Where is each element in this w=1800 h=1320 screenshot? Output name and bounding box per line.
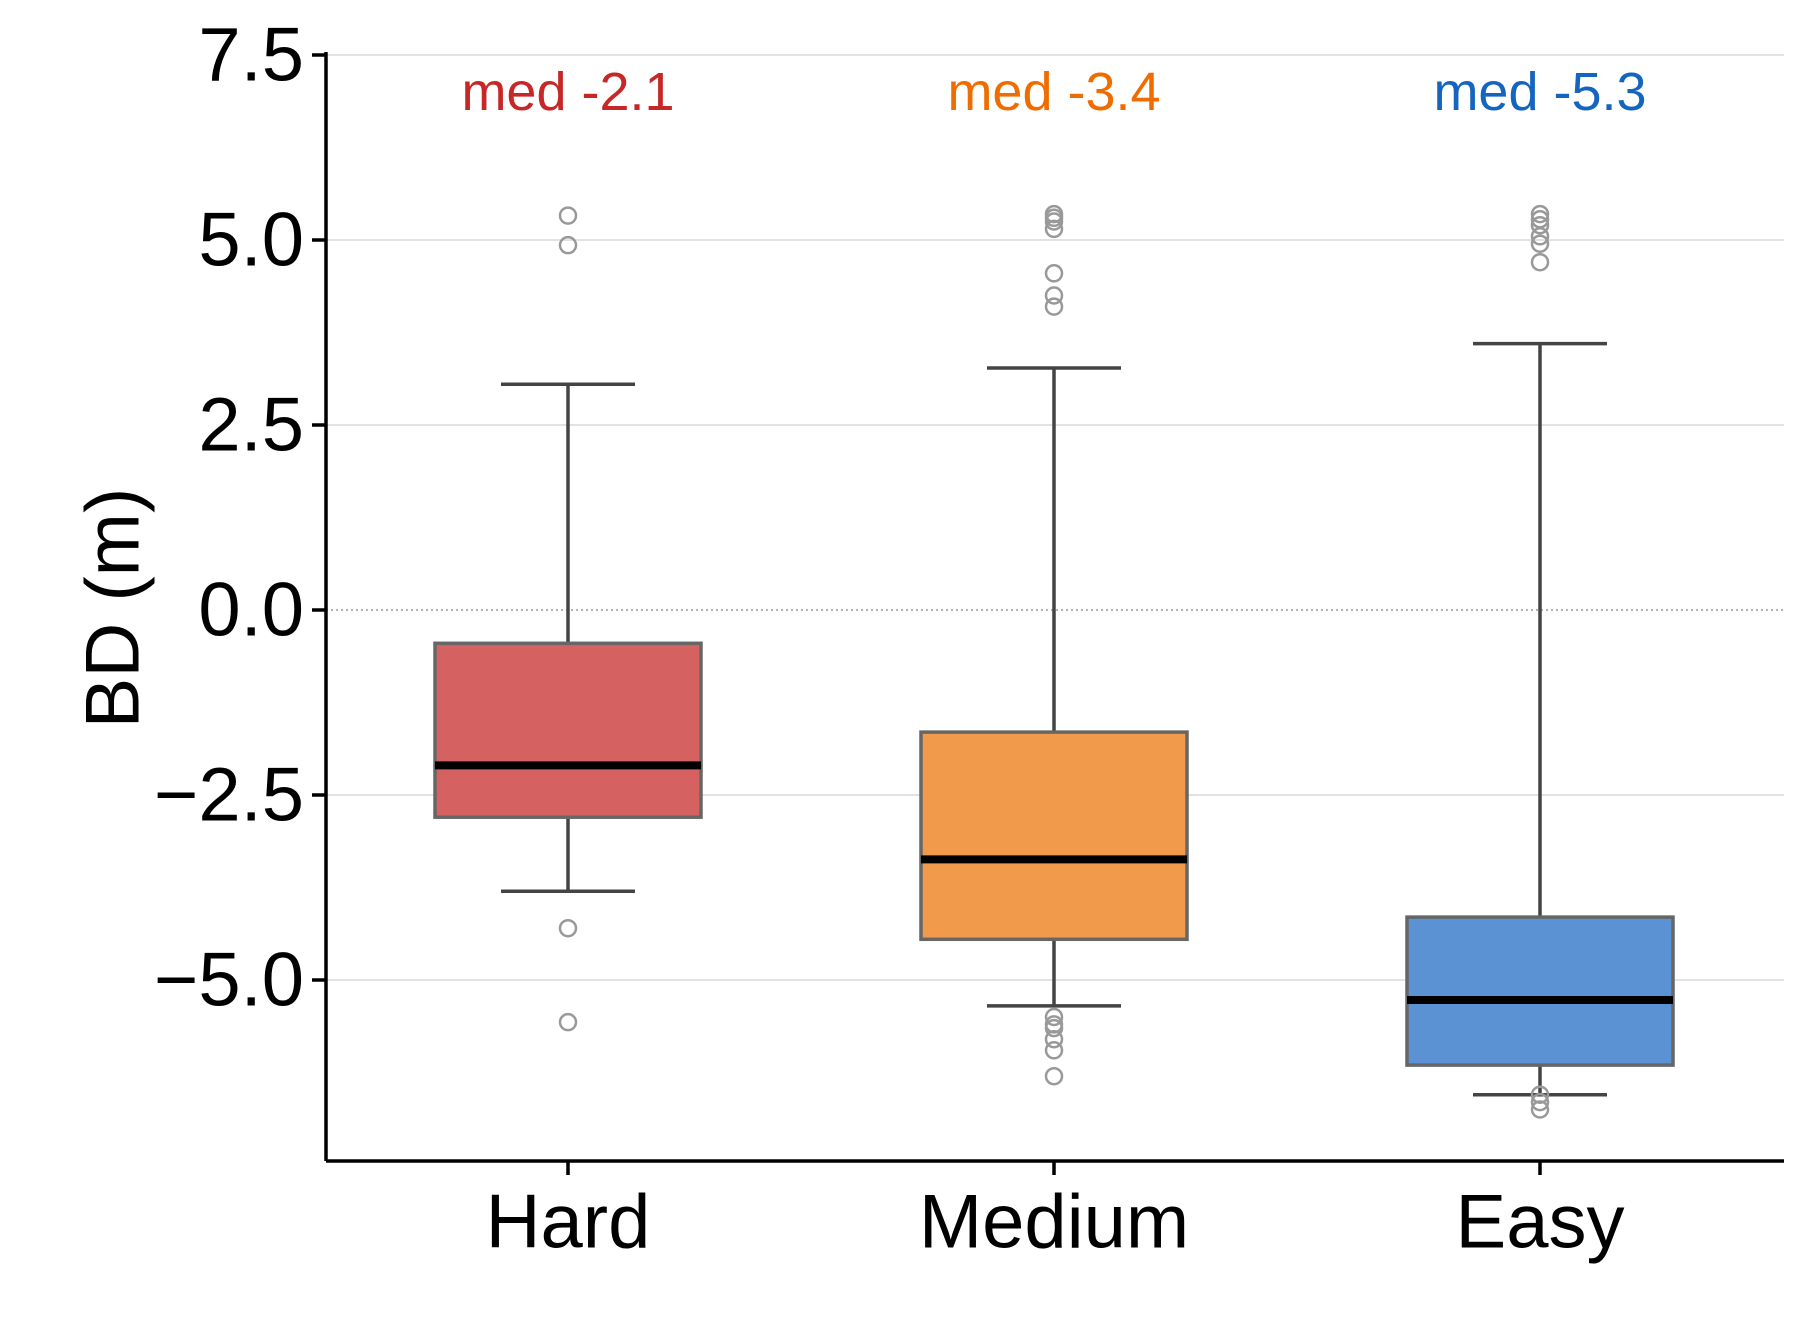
outlier-point bbox=[1044, 264, 1064, 283]
x-tick-label: Hard bbox=[486, 1180, 651, 1265]
outlier-point bbox=[1530, 204, 1550, 224]
box bbox=[919, 730, 1189, 942]
median-annotation: med -3.4 bbox=[947, 62, 1160, 122]
outlier-point bbox=[1530, 252, 1550, 272]
outlier-point bbox=[558, 206, 578, 225]
box-group-easy bbox=[1405, 204, 1675, 1119]
y-tick-label: 0.0 bbox=[198, 568, 304, 653]
outlier-point bbox=[1044, 1007, 1064, 1027]
box-layer bbox=[433, 204, 1675, 1119]
outlier-point bbox=[1044, 1018, 1064, 1038]
outlier-point bbox=[558, 1012, 578, 1032]
outlier-point bbox=[1044, 1041, 1064, 1060]
box-group-medium bbox=[919, 204, 1189, 1086]
y-tick-label: 2.5 bbox=[198, 383, 304, 468]
outlier-point bbox=[1044, 297, 1064, 316]
box-group-hard bbox=[433, 206, 703, 1032]
y-tick-label: 5.0 bbox=[198, 198, 304, 283]
y-axis-title: BD (m) bbox=[71, 488, 156, 729]
outlier-point bbox=[1530, 1092, 1550, 1112]
outlier-point bbox=[1530, 215, 1550, 235]
outlier-point bbox=[1044, 219, 1064, 239]
outlier-point bbox=[1530, 227, 1550, 246]
y-tick-label: −5.0 bbox=[154, 938, 304, 1023]
box bbox=[433, 641, 703, 819]
outlier-point bbox=[1530, 234, 1550, 253]
median-annotation: med -2.1 bbox=[461, 62, 674, 122]
x-tick-label: Medium bbox=[919, 1180, 1189, 1265]
outlier-point bbox=[1530, 1100, 1550, 1119]
outlier-point bbox=[1044, 1029, 1064, 1049]
outlier-point bbox=[558, 918, 578, 938]
axis-layer: BD (m) −5.0 −2.5 0.0 2.5 5.0 7.5 bbox=[71, 13, 1784, 1175]
y-tick-label: 7.5 bbox=[198, 13, 304, 98]
outlier-point bbox=[1044, 286, 1064, 305]
label-layer: Hard med -2.1 Medium med -3.4 Easy med -5.3 bbox=[461, 62, 1646, 1265]
x-tick-label: Easy bbox=[1456, 1180, 1625, 1265]
outlier-point bbox=[558, 235, 578, 255]
median-annotation: med -5.3 bbox=[1433, 62, 1646, 122]
y-tick-label: −2.5 bbox=[154, 753, 304, 838]
outlier-point bbox=[1044, 212, 1064, 231]
outlier-point bbox=[1044, 1066, 1064, 1086]
box bbox=[1405, 915, 1675, 1067]
